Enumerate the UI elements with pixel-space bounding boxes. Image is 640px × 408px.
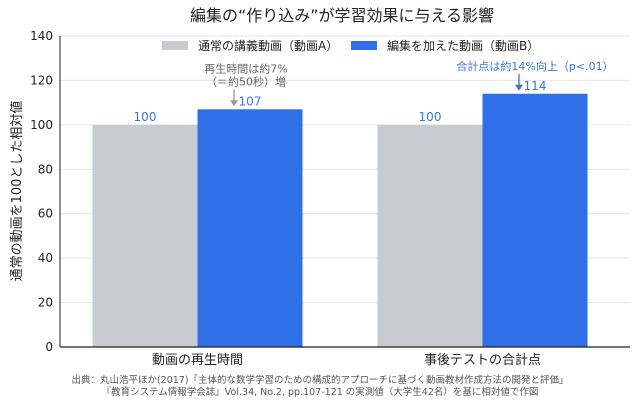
legend-swatch — [351, 41, 377, 50]
y-tick-label: 20 — [38, 296, 53, 310]
y-tick-label: 40 — [38, 251, 53, 265]
legend-label: 通常の講義動画（動画A） — [198, 38, 338, 53]
bar-a — [377, 124, 483, 347]
annotation-text: 合計点は約14%向上（p<.01） — [456, 59, 613, 73]
annotation-arrow-head — [230, 100, 238, 107]
y-tick-label: 80 — [38, 162, 53, 176]
bar-b — [482, 93, 588, 347]
category-labels: 動画の再生時間 事後テストの合計点 — [152, 352, 541, 368]
annotation-text: 再生時間は約7% — [204, 61, 287, 75]
bar-value-label: 114 — [524, 79, 547, 93]
category-label: 事後テストの合計点 — [424, 352, 541, 368]
category-label: 動画の再生時間 — [152, 353, 243, 368]
y-tick-label: 100 — [30, 118, 53, 132]
chart-title: 編集の“作り込み”が学習効果に与える影響 — [190, 6, 494, 25]
bar-b — [197, 109, 303, 347]
bars — [92, 93, 588, 347]
annotation-text: （＝約50秒）増 — [206, 74, 286, 88]
annotation-arrow-head — [515, 84, 523, 91]
annotations: 再生時間は約7%（＝約50秒）増 合計点は約14%向上（p<.01） — [204, 59, 614, 107]
legend-swatch — [162, 41, 188, 50]
bar-value-label: 100 — [419, 110, 442, 124]
source-line: 『教育システム情報学会誌』Vol.34, No.2, pp.107-121 の実… — [102, 386, 539, 398]
y-tick-label: 60 — [38, 207, 53, 221]
y-tick-label: 0 — [45, 340, 53, 354]
source-note: 出典：丸山浩平ほか(2017)「主体的な数学学習のための構成的アプローチに基づく… — [71, 374, 568, 398]
bar-value-label: 100 — [134, 110, 157, 124]
y-tick-label: 120 — [30, 73, 53, 87]
legend: 通常の講義動画（動画A） 編集を加えた動画（動画B） — [162, 38, 539, 53]
bar-value-label: 107 — [239, 94, 262, 108]
legend-label: 編集を加えた動画（動画B） — [387, 38, 539, 53]
source-line: 出典：丸山浩平ほか(2017)「主体的な数学学習のための構成的アプローチに基づく… — [71, 374, 568, 386]
value-labels: 100 107 100 114 — [134, 79, 547, 124]
y-tick-label: 140 — [30, 29, 53, 43]
bar-a — [92, 124, 198, 347]
y-axis-ticks: 0 20 40 60 80 100 120 140 — [30, 29, 53, 354]
axes — [59, 36, 630, 348]
y-axis-label: 通常の動画を100とした相対値 — [9, 101, 25, 282]
